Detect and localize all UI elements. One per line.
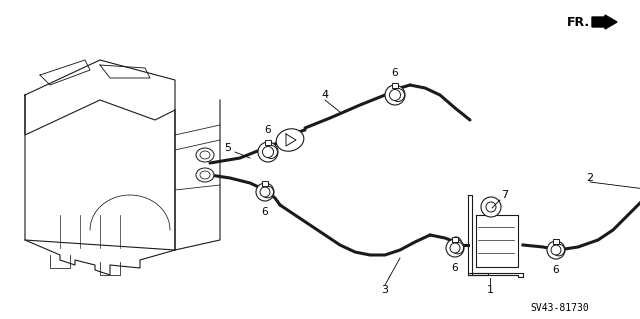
Ellipse shape: [196, 148, 214, 162]
Text: 7: 7: [501, 190, 509, 200]
Circle shape: [481, 197, 501, 217]
Circle shape: [262, 146, 273, 158]
Circle shape: [385, 85, 405, 105]
Circle shape: [258, 142, 278, 162]
Text: 6: 6: [262, 207, 268, 217]
Text: 6: 6: [452, 263, 458, 273]
Circle shape: [446, 239, 464, 257]
Circle shape: [486, 202, 496, 212]
Circle shape: [260, 187, 270, 197]
Bar: [262, 181, 268, 186]
Text: 5: 5: [225, 143, 232, 153]
Circle shape: [551, 245, 561, 255]
Ellipse shape: [196, 168, 214, 182]
Circle shape: [390, 90, 401, 100]
Text: 2: 2: [586, 173, 593, 183]
Circle shape: [547, 241, 565, 259]
Text: 6: 6: [265, 125, 271, 135]
Text: FR.: FR.: [567, 16, 590, 28]
Circle shape: [450, 243, 460, 253]
FancyArrow shape: [592, 15, 617, 29]
Text: 6: 6: [392, 68, 398, 78]
Circle shape: [256, 183, 274, 201]
Ellipse shape: [200, 171, 210, 179]
Ellipse shape: [276, 129, 304, 151]
Text: 1: 1: [486, 285, 493, 295]
Text: 4: 4: [321, 90, 328, 100]
Bar: [392, 83, 398, 87]
Bar: [452, 236, 458, 241]
Text: 3: 3: [381, 285, 388, 295]
Bar: [553, 239, 559, 243]
Text: SV43-81730: SV43-81730: [531, 303, 589, 313]
Ellipse shape: [200, 151, 210, 159]
Ellipse shape: [450, 237, 462, 253]
Bar: [265, 139, 271, 145]
Text: 6: 6: [553, 265, 559, 275]
